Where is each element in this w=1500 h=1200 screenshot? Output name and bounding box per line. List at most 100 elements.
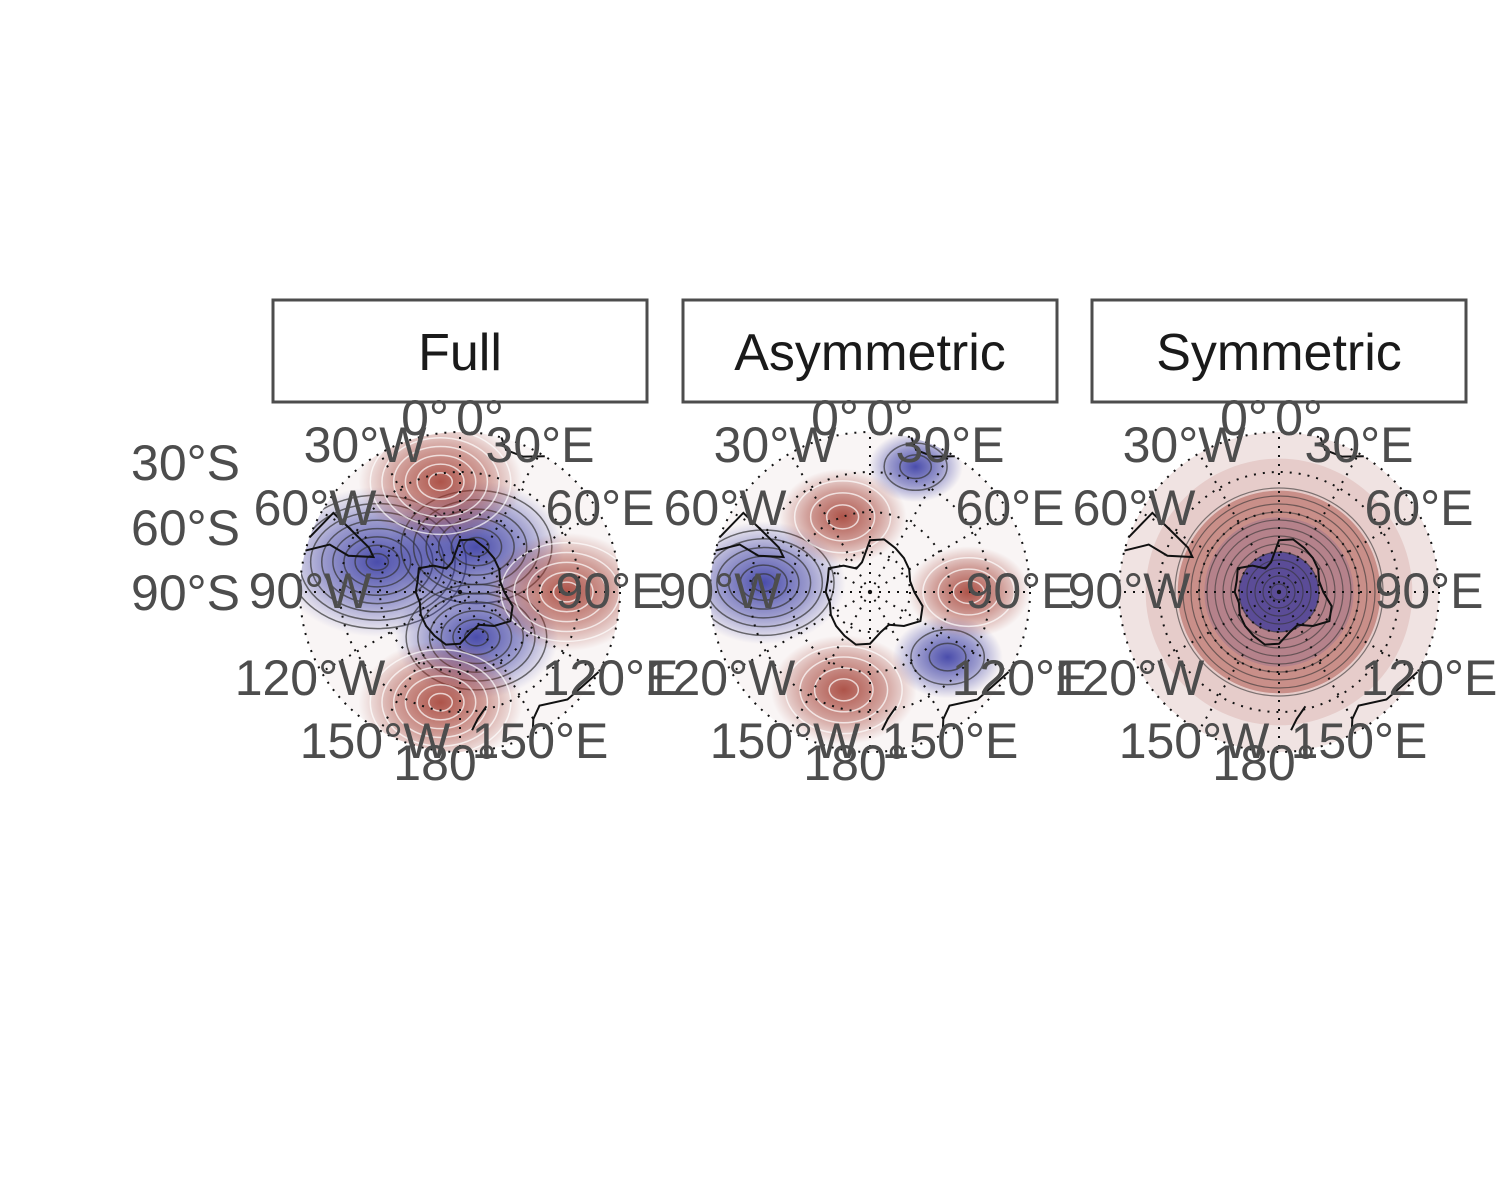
lon-label: 180° xyxy=(803,735,906,791)
africa-outline xyxy=(910,437,955,458)
lon-label: 150°W xyxy=(1119,713,1270,769)
lon-label: 150°W xyxy=(300,713,451,769)
latitude-gridline xyxy=(379,511,541,673)
lon-label: 0° xyxy=(456,390,504,446)
contour-line xyxy=(416,683,465,721)
latitude-gridline xyxy=(709,431,1031,753)
lon-label: 90°E xyxy=(556,563,665,619)
lon-label: 30°W xyxy=(714,417,838,473)
contour-line xyxy=(1230,543,1328,641)
lon-label: 120°W xyxy=(1054,650,1205,706)
contour-line xyxy=(825,504,860,530)
lon-label: 0° xyxy=(811,390,859,446)
contour-line xyxy=(1262,575,1296,609)
coastlines xyxy=(305,437,600,735)
lon-label: 90°W xyxy=(659,563,783,619)
australia-outline xyxy=(531,671,600,735)
lon-label: 90°W xyxy=(1068,563,1192,619)
panel-strip xyxy=(271,298,649,404)
antarctica-outline xyxy=(414,538,514,646)
contour-line xyxy=(392,666,489,739)
contour-line xyxy=(899,454,933,480)
graticule xyxy=(709,431,1031,753)
panel-title: Symmetric xyxy=(1156,324,1402,382)
contour-line xyxy=(1190,503,1368,681)
lon-label: 30°W xyxy=(1123,417,1247,473)
contour-line xyxy=(428,472,454,492)
lon-label: 0° xyxy=(1220,390,1268,446)
contour-line xyxy=(369,432,512,536)
australia-outline xyxy=(1350,671,1419,735)
latitude-gridline xyxy=(419,551,501,633)
antarctica-outline xyxy=(824,538,924,646)
lon-label: 60°E xyxy=(1365,480,1474,536)
lon-label: 60°W xyxy=(664,480,788,536)
panel-strip xyxy=(1090,298,1468,404)
south-america-outline xyxy=(305,511,376,559)
lon-label: 120°W xyxy=(235,650,386,706)
lon-label: 90°W xyxy=(249,563,373,619)
south-america-outline xyxy=(715,511,786,559)
contour-line xyxy=(784,645,903,735)
positive-anomaly xyxy=(907,546,1030,638)
lon-label: 30°E xyxy=(486,417,595,473)
contour-line xyxy=(793,480,892,554)
lon-label: 180° xyxy=(1212,735,1315,791)
latitude-axis: 30°S 60°S 90°S xyxy=(131,435,240,621)
lon-label: 30°E xyxy=(1305,417,1414,473)
latitude-gridline xyxy=(1198,511,1360,673)
coastlines xyxy=(1124,437,1419,735)
south-america-outline xyxy=(1124,511,1195,559)
lon-label: 90°E xyxy=(1375,563,1484,619)
contour-line xyxy=(365,552,390,571)
latitude-gridline xyxy=(829,551,911,633)
contour-line xyxy=(710,538,824,628)
contour-line xyxy=(404,675,477,730)
graticule xyxy=(299,431,621,753)
lon-label: 120°E xyxy=(542,650,679,706)
lat-label-90s: 90°S xyxy=(131,565,240,621)
lon-label: 60°E xyxy=(546,480,655,536)
lon-label: 0° xyxy=(866,390,914,446)
lon-label: 150°E xyxy=(882,713,1019,769)
lon-label: 150°E xyxy=(1291,713,1428,769)
contour-line xyxy=(813,667,874,713)
panel-title: Full xyxy=(418,324,502,382)
lon-label: 150°W xyxy=(710,713,861,769)
latitude-gridline xyxy=(1158,471,1400,713)
positive-anomaly xyxy=(778,468,907,565)
lon-label: 180° xyxy=(393,735,496,791)
latitude-gridline xyxy=(1238,551,1320,633)
lon-label: 120°W xyxy=(645,650,796,706)
latitude-gridline xyxy=(339,471,581,713)
contour-line xyxy=(1182,495,1376,689)
latitude-gridline xyxy=(749,471,991,713)
contour-line xyxy=(392,445,489,518)
contour-line xyxy=(404,454,477,509)
negative-anomaly xyxy=(868,432,963,503)
australia-outline xyxy=(941,671,1010,735)
contour-line xyxy=(1174,487,1384,697)
contour-line xyxy=(1246,559,1312,625)
lon-label: 0° xyxy=(1275,390,1323,446)
contour-line xyxy=(416,463,465,501)
latitude-gridline xyxy=(299,431,621,753)
lon-label: 60°W xyxy=(254,480,378,536)
positive-anomaly xyxy=(770,635,917,745)
antarctica-outline xyxy=(1233,538,1333,646)
africa-outline xyxy=(1319,437,1364,458)
contour-line xyxy=(883,442,948,492)
latitude-gridline xyxy=(789,511,951,673)
contour-line xyxy=(751,573,777,593)
coastlines xyxy=(715,437,1010,735)
contour-line xyxy=(952,579,985,605)
lon-label: 60°E xyxy=(956,480,1065,536)
lon-label: 120°E xyxy=(952,650,1089,706)
